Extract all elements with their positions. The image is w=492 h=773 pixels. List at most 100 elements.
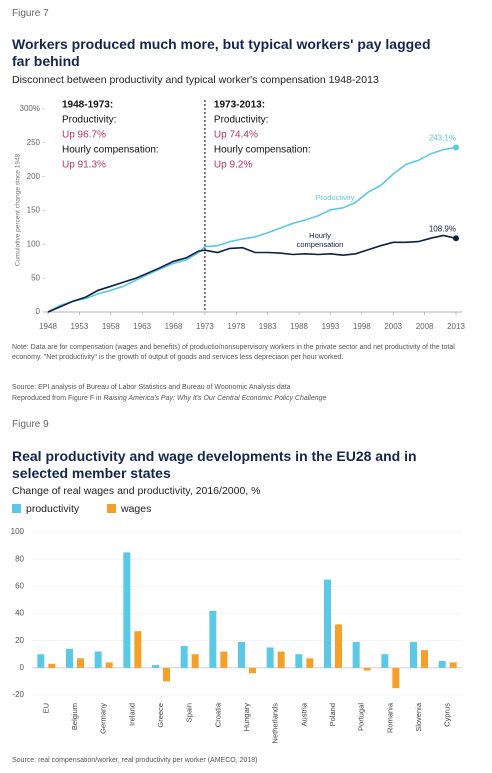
x-tick-label: Belgium	[70, 703, 79, 730]
x-tick-label: 1953	[70, 322, 88, 331]
series-label: Hourly compensation	[296, 231, 344, 249]
bar	[295, 654, 303, 668]
end-label: 108.9%	[429, 224, 456, 233]
x-tick-label: Ireland	[127, 703, 136, 726]
bar	[438, 661, 446, 668]
bar	[48, 663, 56, 668]
bar	[266, 647, 274, 668]
y-tick-label: 80	[15, 554, 24, 563]
figure-label: Figure 7	[12, 8, 49, 19]
y-axis-label: Cumulative percent change since 1948	[15, 153, 22, 266]
bar	[392, 667, 400, 689]
y-tick-label: 20	[15, 636, 24, 645]
line-series	[47, 146, 457, 313]
reproduced-prefix: Reproduced from Figure F in	[12, 395, 102, 402]
x-tick-label: Netherlands	[271, 703, 280, 744]
annotation-period: 1948-1973:	[62, 100, 113, 111]
bar	[421, 650, 428, 668]
bar	[306, 658, 314, 668]
reproduced: Reproduced from Figure F in Raising Amer…	[12, 394, 482, 404]
x-tick-label: 1988	[290, 322, 308, 331]
end-point	[453, 144, 459, 151]
x-tick-label: 2003	[384, 322, 402, 331]
bar	[134, 631, 142, 668]
bar	[152, 665, 159, 668]
x-tick-label: 1993	[322, 322, 340, 331]
bar	[410, 642, 417, 668]
x-tick-label: 1958	[102, 322, 120, 331]
legend-label: productivity	[26, 503, 80, 515]
legend-swatch	[12, 504, 21, 513]
y-tick-label: 50	[31, 273, 40, 282]
y-tick-label: 100	[27, 239, 41, 248]
x-tick-label: 1963	[133, 322, 151, 331]
x-tick-label: Greece	[156, 703, 165, 728]
bar	[238, 642, 245, 668]
y-tick-label: 60	[15, 581, 24, 590]
annotation-line: Hourly compensation:	[62, 145, 159, 156]
annotation-line: Productivity:	[62, 115, 116, 126]
annotation-line: Hourly compensation:	[214, 145, 311, 156]
x-tick-label: Croatia	[213, 702, 222, 727]
x-tick-label: Slovenia	[414, 702, 423, 732]
x-tick-label: Poland	[328, 703, 337, 726]
bar	[324, 579, 331, 668]
x-tick-label: 1998	[353, 322, 371, 331]
y-tick-label: 0	[36, 307, 41, 316]
annotation-line: Up 91.3%	[62, 160, 106, 171]
line-series	[47, 234, 457, 313]
x-tick-label: 1948	[39, 322, 57, 331]
x-tick-label: EU	[41, 703, 50, 713]
x-tick-label: 1973	[196, 322, 214, 331]
y-tick-label: 40	[15, 609, 24, 618]
end-label: 243.1%	[429, 134, 456, 143]
bar	[180, 646, 188, 668]
bar	[163, 667, 170, 682]
bar	[191, 654, 199, 668]
figure-label: Figure 9	[12, 419, 49, 430]
chart-subtitle: Disconnect between productivity and typi…	[12, 74, 379, 86]
x-tick-label: Romania	[385, 702, 394, 733]
bar	[209, 610, 217, 668]
bar	[37, 654, 45, 668]
x-tick-label: Germany	[99, 703, 108, 734]
source: Source: EPI analysis of Bureau of Labor …	[12, 384, 291, 391]
y-tick-label: 0	[20, 663, 25, 672]
x-tick-label: 1978	[227, 322, 245, 331]
series-label: Productivity	[315, 193, 355, 202]
y-tick-label: -20	[12, 690, 24, 699]
annotation-line: Productivity:	[214, 115, 268, 126]
x-tick-label: 2013	[447, 322, 465, 331]
annotation-line: Up 9.2%	[214, 160, 252, 171]
y-tick-label: 150	[27, 206, 41, 215]
bar	[363, 667, 371, 671]
bar	[277, 651, 285, 668]
bar	[105, 662, 113, 668]
x-tick-label: Cyprus	[443, 703, 452, 727]
annotation-line: Up 74.4%	[214, 130, 258, 141]
bar	[77, 658, 84, 668]
x-tick-label: 2008	[416, 322, 434, 331]
y-tick-label: 250	[27, 138, 41, 147]
bar	[381, 654, 389, 668]
x-tick-label: Austria	[299, 702, 308, 726]
annotation-line: Up 96.7%	[62, 130, 106, 141]
bar	[66, 648, 73, 668]
bar	[94, 651, 102, 668]
x-tick-label: Hungary	[242, 703, 251, 732]
reproduced-title: Raising America's Pay: Why It's Our Cent…	[103, 395, 327, 402]
chart-title: Real productivity and wage developments …	[12, 448, 417, 481]
x-tick-label: 1983	[259, 322, 277, 331]
x-tick-label: Portugal	[357, 703, 366, 731]
source: Source: real compensation/worker, real p…	[12, 757, 258, 764]
legend-label: wages	[120, 503, 151, 515]
bar	[220, 651, 228, 668]
bar	[335, 624, 342, 668]
bar	[123, 552, 131, 668]
x-tick-label: Spain	[185, 703, 194, 722]
y-tick-label: 300%	[20, 104, 40, 113]
bar	[352, 642, 360, 668]
bar	[249, 667, 256, 674]
